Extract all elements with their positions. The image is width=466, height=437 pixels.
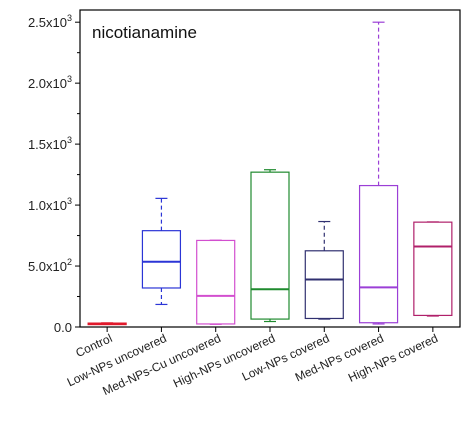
y-tick-label: 2.0x103 — [28, 74, 72, 91]
box-5 — [304, 220, 344, 320]
y-tick-label: 1.5x103 — [28, 135, 72, 152]
y-axis: 0.0 5.0x102 1.0x103 1.5x103 2.0x103 2.5x103 — [28, 13, 80, 335]
x-tick-label: High-NPs covered — [346, 331, 440, 385]
box-7 — [413, 221, 453, 317]
box-6 — [358, 21, 399, 325]
box-2 — [141, 197, 182, 306]
y-tick-label: 2.5x103 — [28, 13, 72, 30]
y-tick-label: 5.0x102 — [28, 257, 72, 274]
iqr-box — [196, 239, 236, 325]
iqr-box — [413, 221, 453, 317]
iqr-box — [358, 184, 399, 324]
box-plots — [87, 21, 453, 326]
y-tick-label: 0.0 — [54, 320, 72, 335]
iqr-box — [304, 250, 344, 320]
box-3 — [196, 239, 236, 325]
iqr-box — [141, 230, 182, 289]
plot-frame — [79, 9, 461, 328]
iqr-box — [250, 171, 290, 320]
chart-title: nicotianamine — [92, 23, 197, 42]
box-4 — [250, 169, 290, 323]
y-tick-label: 1.0x103 — [28, 196, 72, 213]
box-1 — [87, 322, 127, 326]
